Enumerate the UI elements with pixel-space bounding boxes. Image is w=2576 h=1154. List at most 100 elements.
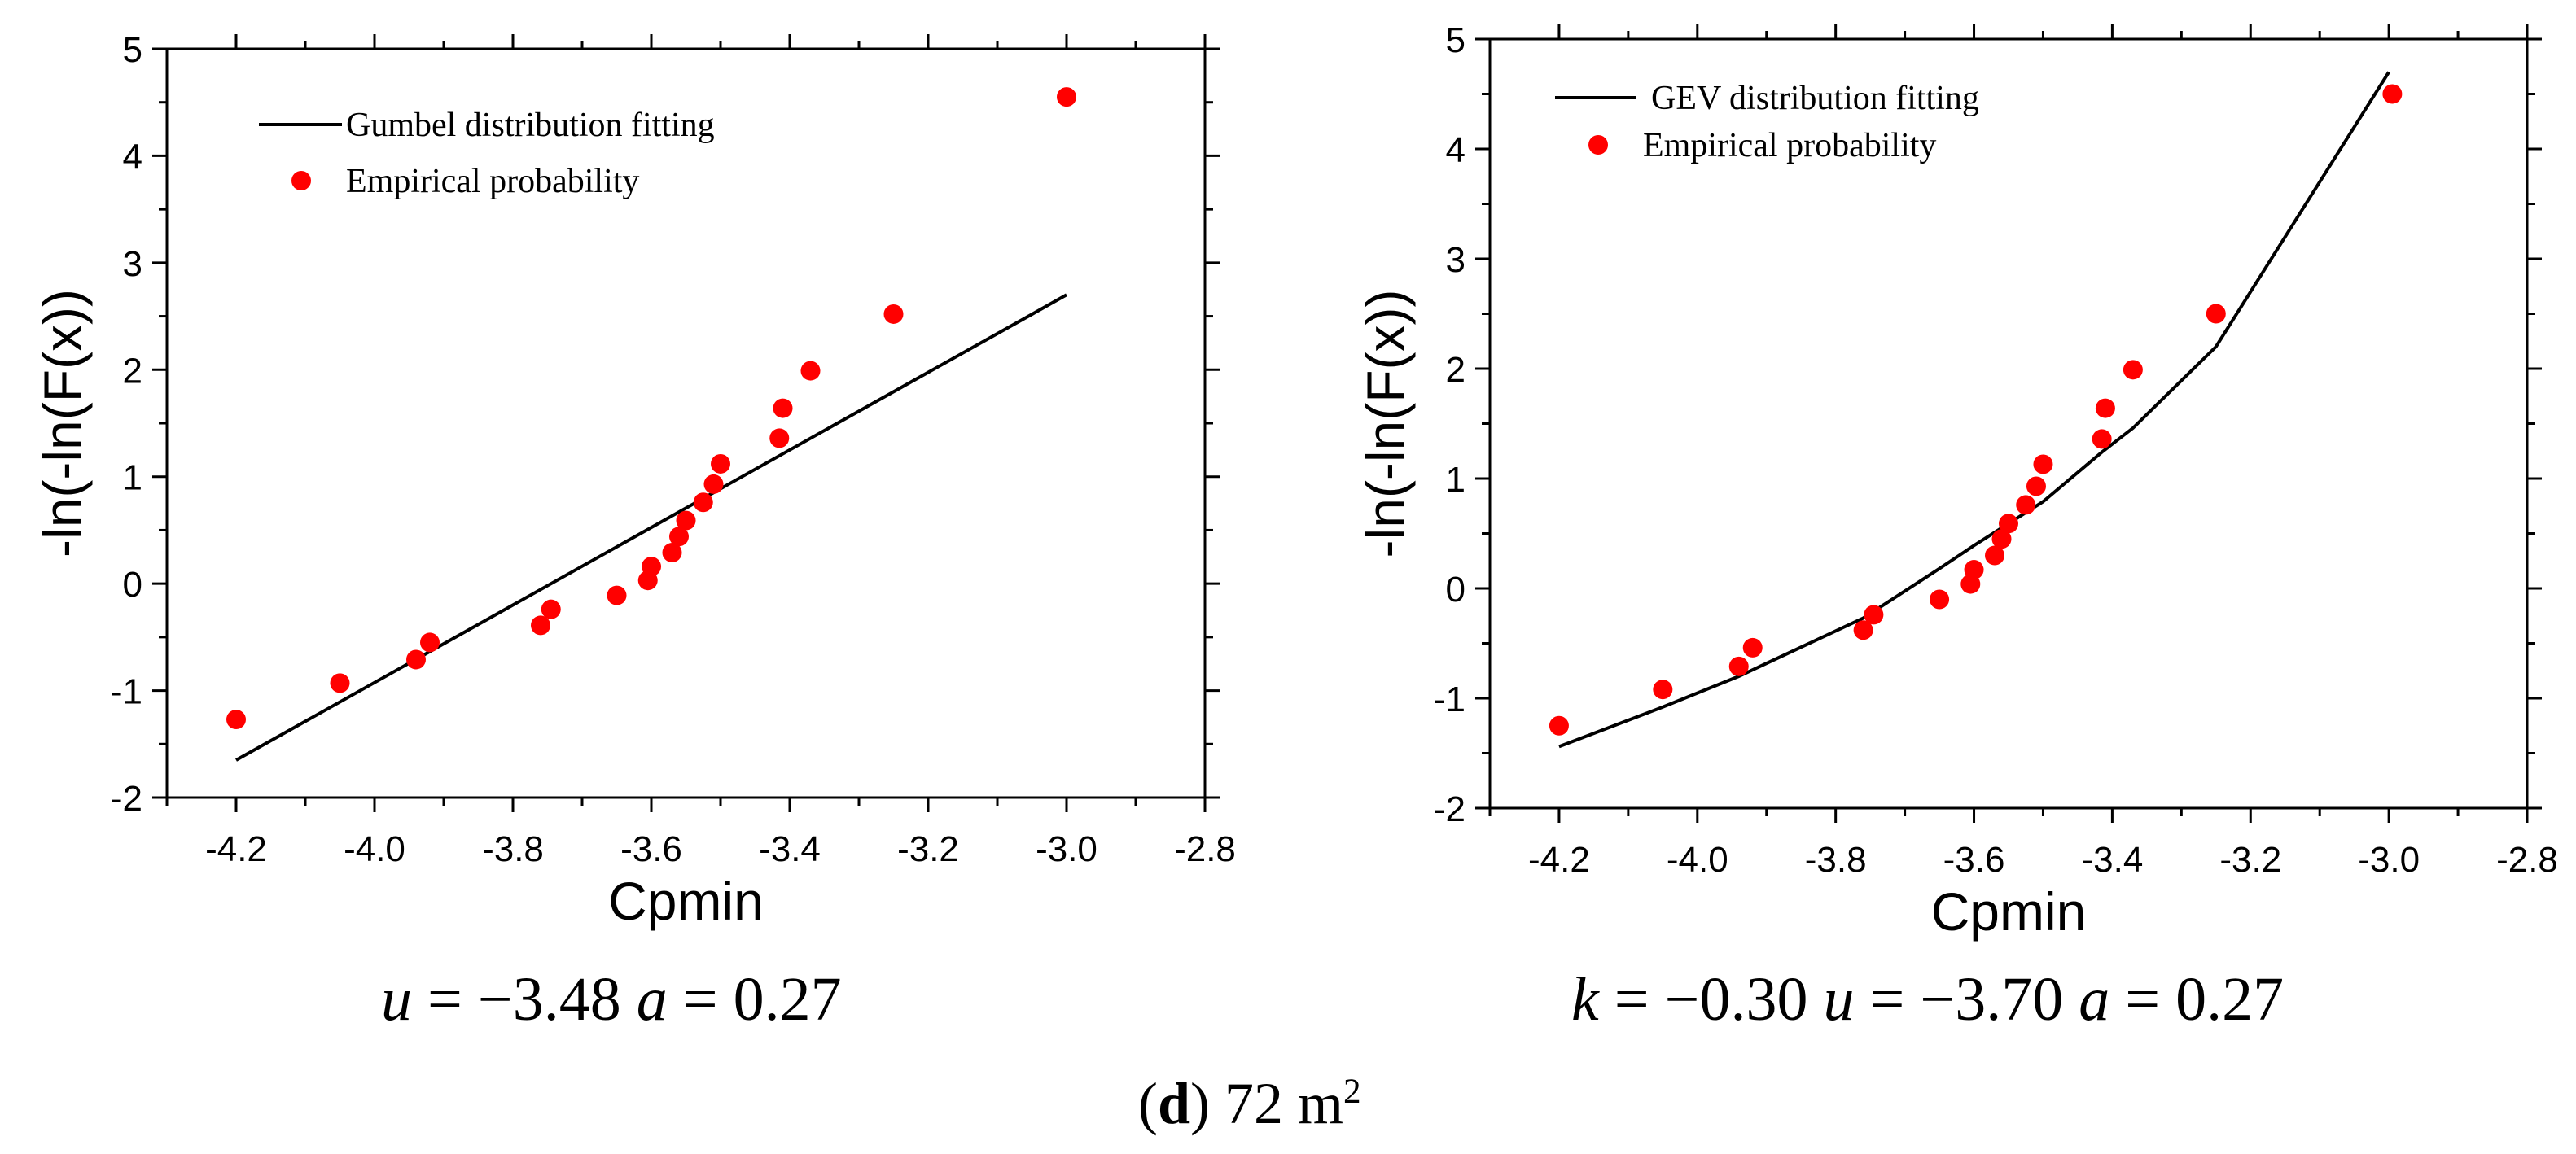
- legend-label-fit: Gumbel distribution fitting: [346, 107, 715, 144]
- data-point: [676, 510, 696, 531]
- fit-line: [1558, 71, 2390, 749]
- data-point: [2026, 476, 2046, 496]
- data-point: [2206, 304, 2226, 324]
- caption-gumbel-u-name: u: [381, 965, 412, 1034]
- data-point: [642, 557, 661, 577]
- x-tick-label: -3.8: [1805, 840, 1867, 880]
- y-tick-label: 3: [1446, 240, 1465, 280]
- caption-gev-u-value: = −3.70: [1854, 965, 2079, 1034]
- data-point: [2095, 398, 2115, 418]
- y-tick-label: 2: [1446, 350, 1465, 390]
- caption-gumbel-u-value: = −3.48: [412, 965, 637, 1034]
- y-tick-label: -2: [111, 779, 142, 819]
- data-point: [330, 673, 350, 693]
- data-point: [769, 428, 790, 448]
- caption-gev-k-value: = −0.30: [1598, 965, 1824, 1034]
- panel-size: 72 m: [1224, 1071, 1344, 1136]
- data-point: [1653, 680, 1673, 700]
- caption-gev-a-value: = 0.27: [2109, 965, 2285, 1034]
- x-axis-title: Cpmin: [608, 871, 764, 931]
- data-point: [2382, 84, 2403, 104]
- x-axis-title: Cpmin: [1931, 881, 2087, 942]
- x-tick-label: -3.0: [2358, 840, 2420, 880]
- data-point: [2123, 360, 2143, 380]
- data-point: [2092, 429, 2112, 449]
- data-point: [531, 615, 550, 636]
- panel-caption: (d) 72 m2: [1138, 1071, 1361, 1136]
- data-point: [693, 492, 713, 513]
- data-point: [1742, 637, 1763, 658]
- plot-frame: [165, 47, 1207, 799]
- x-tick-label: -3.6: [1943, 840, 2005, 880]
- y-tick-label: -1: [111, 672, 142, 712]
- data-point: [1057, 87, 1076, 107]
- x-tick-label: -3.4: [759, 829, 821, 869]
- panel-size-exponent: 2: [1343, 1073, 1361, 1111]
- data-point: [1864, 605, 1884, 625]
- y-tick-label: 1: [123, 458, 142, 498]
- caption-gumbel-params: u = −3.48 a = 0.27: [381, 964, 842, 1035]
- data-point: [662, 543, 682, 563]
- y-tick-label: 5: [1446, 20, 1465, 60]
- data-point: [883, 304, 904, 324]
- caption-gev-a-name: a: [2079, 965, 2110, 1034]
- x-tick-label: -3.4: [2081, 840, 2143, 880]
- y-tick-label: -2: [1434, 789, 1465, 829]
- data-point: [1985, 545, 2005, 566]
- data-point: [1549, 715, 1569, 736]
- x-tick-label: -3.2: [2219, 840, 2281, 880]
- data-point: [1930, 589, 1950, 610]
- caption-gev-k-name: k: [1571, 965, 1599, 1034]
- data-point: [800, 361, 821, 381]
- y-tick-label: 1: [1446, 460, 1465, 500]
- data-point: [669, 527, 689, 547]
- y-tick-label: 4: [1446, 130, 1465, 170]
- y-tick-label: 0: [123, 565, 142, 605]
- y-tick-label: 4: [123, 137, 142, 177]
- y-axis-title: -ln(-ln(F(x)): [33, 289, 93, 557]
- legend-label-empirical: Empirical probability: [346, 163, 639, 200]
- y-tick-label: 0: [1446, 570, 1465, 610]
- legend-dot-swatch: [291, 171, 311, 190]
- data-point: [711, 453, 730, 474]
- legend-label-empirical: Empirical probability: [1643, 127, 1936, 164]
- data-point: [1999, 514, 2018, 534]
- data-point: [226, 710, 246, 730]
- y-tick-label: 5: [123, 30, 142, 70]
- data-point: [607, 585, 627, 605]
- y-axis-title: -ln(-ln(F(x)): [1356, 290, 1416, 558]
- x-tick-label: -4.2: [1528, 840, 1590, 880]
- fit-line: [235, 293, 1067, 762]
- y-tick-label: 3: [123, 244, 142, 284]
- caption-gev-params: k = −0.30 u = −3.70 a = 0.27: [1571, 964, 2284, 1035]
- data-point: [2016, 495, 2036, 515]
- data-point: [2033, 454, 2053, 474]
- caption-gumbel-a-name: a: [636, 965, 668, 1034]
- chart-gumbel: -4.2 -4.0 -3.8 -3.6 -3.4 -3.2 -3.0 -2.8 -2 -1 0 1 2 3…: [33, 30, 1236, 931]
- x-tick-label: -3.6: [620, 829, 682, 869]
- data-point: [773, 398, 793, 418]
- x-tick-label: -4.0: [344, 829, 405, 869]
- legend-dot-swatch: [1588, 135, 1608, 155]
- caption-gumbel-a-value: = 0.27: [667, 965, 842, 1034]
- data-point: [1728, 656, 1749, 676]
- caption-gev-u-name: u: [1823, 965, 1855, 1034]
- data-point: [541, 599, 561, 619]
- data-point: [406, 649, 426, 670]
- data-point: [1991, 529, 2012, 549]
- x-tick-label: -4.0: [1667, 840, 1728, 880]
- data-point: [1964, 560, 1984, 580]
- x-tick-label: -2.8: [1174, 829, 1236, 869]
- legend-label-fit: GEV distribution fitting: [1651, 80, 1979, 117]
- x-tick-label: -3.0: [1036, 829, 1097, 869]
- panel-letter: d: [1157, 1071, 1191, 1136]
- y-tick-label: -1: [1434, 680, 1465, 719]
- chart-gev: -4.2 -4.0 -3.8 -3.6 -3.4 -3.2 -3.0 -2.8 -2 -1 0 1 2 3…: [1356, 20, 2558, 942]
- data-point: [420, 632, 440, 653]
- data-point: [703, 474, 724, 494]
- x-tick-label: -3.2: [897, 829, 959, 869]
- y-tick-label: 2: [123, 351, 142, 391]
- data-point: [1853, 620, 1873, 640]
- x-tick-label: -3.8: [482, 829, 544, 869]
